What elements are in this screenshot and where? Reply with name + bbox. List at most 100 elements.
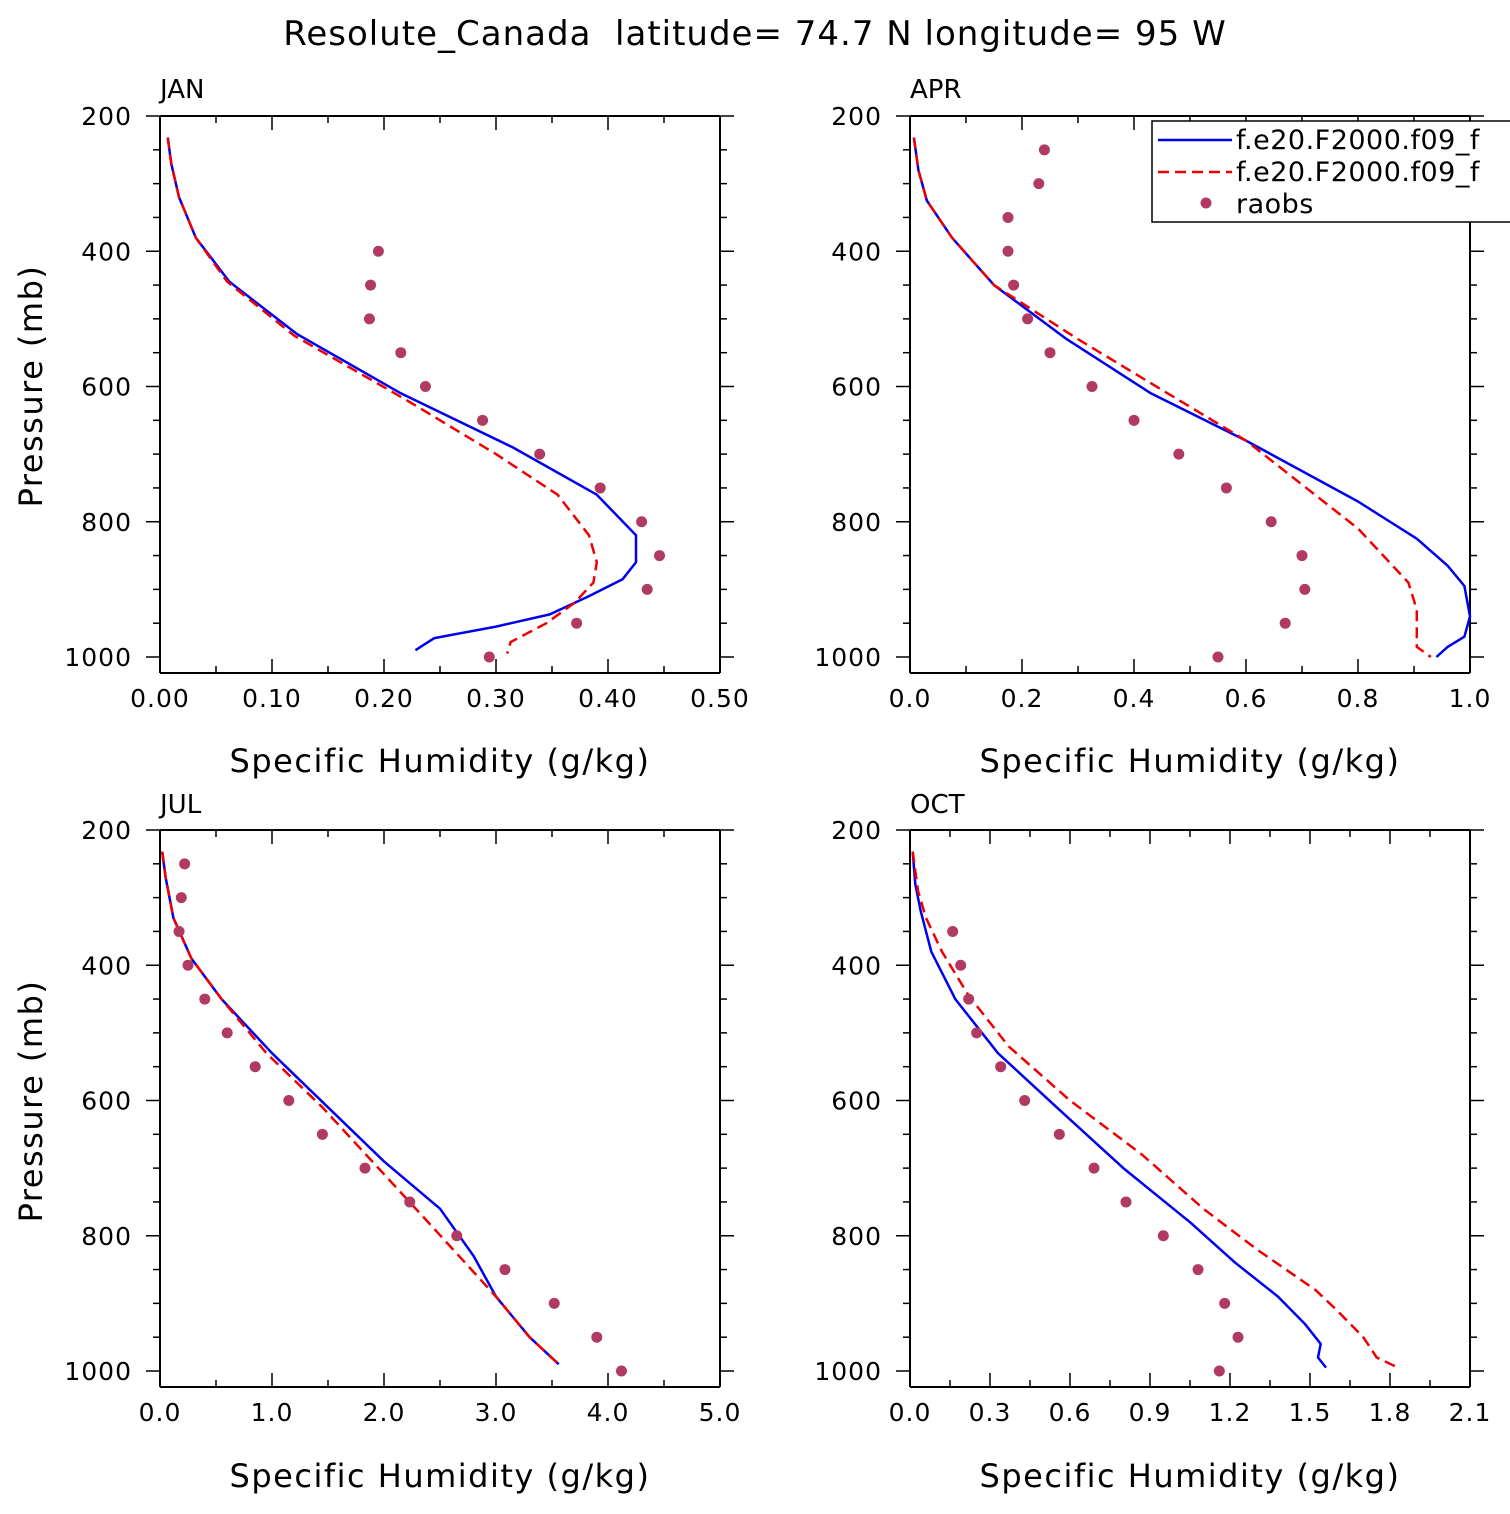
x-axis-title-jan: Specific Humidity (g/kg) [230, 742, 651, 780]
x-tick-label-jan: 0.40 [578, 684, 638, 713]
chart-title: Resolute_Canada latitude= 74.7 N longitu… [283, 14, 1226, 54]
raobs-point-apr [1265, 516, 1277, 528]
raobs-point-apr [1038, 144, 1050, 156]
raobs-point-jul [249, 1061, 261, 1073]
x-tick-label-jul: 0.0 [139, 1398, 182, 1427]
raobs-point-jul [182, 959, 194, 971]
raobs-point-jul [221, 1027, 233, 1039]
x-tick-label-apr: 0.8 [1337, 684, 1380, 713]
y-tick-label-jan: 600 [81, 373, 132, 402]
raobs-point-jan [641, 583, 653, 595]
x-tick-label-jan: 0.20 [354, 684, 414, 713]
raobs-point-jul [283, 1095, 295, 1106]
y-tick-label-apr: 1000 [814, 643, 882, 672]
raobs-point-apr [1173, 448, 1185, 460]
x-tick-label-oct: 0.6 [1049, 1398, 1092, 1427]
x-tick-label-oct: 0.0 [889, 1398, 932, 1427]
x-axis-title-jul: Specific Humidity (g/kg) [230, 1457, 651, 1495]
y-tick-label-apr: 600 [831, 373, 882, 402]
y-tick-label-apr: 400 [831, 237, 882, 266]
raobs-point-apr [1220, 482, 1232, 494]
x-axis-title-oct: Specific Humidity (g/kg) [980, 1457, 1401, 1495]
model-1-line-jan [166, 137, 638, 652]
raobs-point-oct [1019, 1095, 1031, 1106]
raobs-point-oct [1157, 1230, 1169, 1242]
raobs-point-apr [1008, 279, 1020, 291]
y-tick-label-oct: 200 [831, 816, 882, 845]
raobs-point-apr [1044, 347, 1056, 359]
y-tick-label-apr: 800 [831, 508, 882, 537]
raobs-point-apr [1033, 178, 1045, 190]
x-tick-label-oct: 0.3 [969, 1398, 1012, 1427]
model-1-line-jul [160, 851, 560, 1366]
raobs-point-jul [451, 1230, 463, 1242]
panel-label-jul: JUL [158, 790, 202, 820]
raobs-point-apr [1296, 550, 1308, 562]
x-tick-label-jan: 0.00 [130, 684, 190, 713]
raobs-point-jul [499, 1264, 511, 1276]
raobs-point-jan [534, 448, 546, 460]
raobs-point-apr [1086, 381, 1098, 392]
panel-apr: APR Specific Humidity (g/kg) 200 400 600 80… [814, 75, 1492, 780]
y-tick-label-jan: 200 [81, 102, 132, 131]
x-tick-label-oct: 1.8 [1369, 1398, 1412, 1427]
raobs-point-jul [404, 1196, 416, 1208]
raobs-point-apr [1279, 617, 1291, 629]
raobs-point-oct [1088, 1162, 1100, 1174]
raobs-point-jul [173, 925, 185, 937]
x-tick-label-oct: 1.2 [1209, 1398, 1252, 1427]
raobs-point-jan [636, 516, 648, 528]
y-tick-label-oct: 800 [831, 1222, 882, 1251]
raobs-point-jan [654, 550, 666, 562]
panel-label-oct: OCT [910, 790, 965, 820]
panel-label-jan: JAN [158, 75, 204, 105]
data-layer-jul [160, 851, 627, 1377]
x-tick-label-jul: 5.0 [699, 1398, 742, 1427]
x-tick-label-jan: 0.50 [690, 684, 750, 713]
raobs-point-oct [971, 1027, 983, 1039]
y-axis-title-jul: Pressure (mb) [12, 980, 50, 1223]
panel-label-apr: APR [910, 75, 962, 105]
model-2-line-apr [912, 137, 1432, 659]
x-tick-label-jan: 0.10 [242, 684, 302, 713]
raobs-point-oct [947, 925, 959, 937]
raobs-point-apr [1128, 414, 1140, 426]
y-tick-label-oct: 400 [831, 951, 882, 980]
data-layer-jan [166, 137, 666, 663]
x-tick-label-apr: 0.0 [889, 684, 932, 713]
raobs-point-apr [1002, 245, 1014, 257]
legend-raobs-dot [1200, 197, 1212, 209]
y-tick-label-jul: 400 [81, 951, 132, 980]
x-tick-label-apr: 0.2 [1001, 684, 1044, 713]
raobs-point-jan [372, 245, 384, 257]
y-tick-label-jan: 800 [81, 508, 132, 537]
x-tick-label-apr: 0.6 [1225, 684, 1268, 713]
model-2-line-oct [911, 851, 1399, 1369]
raobs-point-jul [175, 892, 187, 904]
raobs-point-jul [316, 1128, 328, 1140]
raobs-point-apr [1212, 651, 1224, 663]
x-tick-label-jul: 1.0 [251, 1398, 294, 1427]
y-axis-title-jan: Pressure (mb) [12, 265, 50, 508]
x-tick-label-apr: 1.0 [1449, 684, 1492, 713]
raobs-point-jan [571, 617, 583, 629]
y-tick-label-jul: 600 [81, 1087, 132, 1116]
raobs-point-jul [615, 1365, 627, 1377]
raobs-point-oct [1232, 1331, 1244, 1343]
raobs-point-jan [594, 482, 606, 494]
raobs-point-apr [1299, 583, 1311, 595]
x-tick-label-oct: 0.9 [1129, 1398, 1172, 1427]
x-tick-label-jul: 3.0 [475, 1398, 518, 1427]
raobs-point-jul [591, 1331, 603, 1343]
y-tick-label-oct: 600 [831, 1087, 882, 1116]
raobs-point-jan [365, 279, 377, 291]
raobs-point-jul [548, 1297, 560, 1309]
raobs-point-jan [363, 313, 375, 325]
model-1-line-oct [911, 851, 1327, 1369]
legend-label-raobs: raobs [1236, 189, 1314, 220]
raobs-point-jan [483, 651, 495, 663]
raobs-point-oct [1213, 1365, 1225, 1377]
raobs-point-oct [963, 993, 975, 1005]
raobs-point-jul [179, 858, 191, 870]
raobs-point-jul [359, 1162, 371, 1174]
